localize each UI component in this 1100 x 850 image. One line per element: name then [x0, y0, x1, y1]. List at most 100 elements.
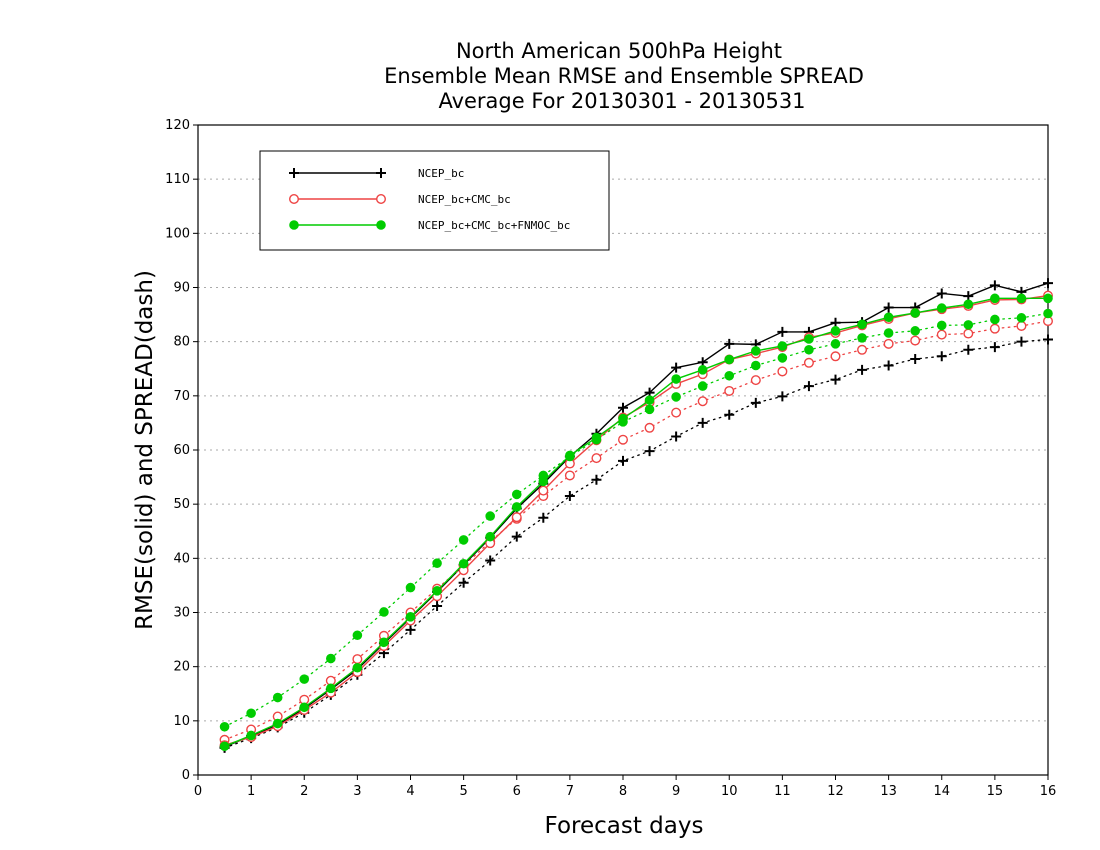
- spread-point: [989, 323, 1000, 334]
- spread-point: [697, 381, 708, 391]
- spread-point: [1043, 308, 1053, 319]
- spread-point: [857, 344, 868, 355]
- legend: NCEP_bc NCEP_bc+CMC_bc NCEP_bc+CMC_bc+FNMO…: [259, 150, 610, 251]
- x-axis-title: Forecast days: [545, 813, 704, 839]
- spread-point: [830, 339, 841, 349]
- spread-point: [910, 354, 921, 364]
- rmse-point: [644, 395, 655, 405]
- spread-point: [777, 391, 788, 402]
- spread-point: [803, 357, 814, 368]
- spread-point: [936, 329, 947, 340]
- spread-point: [405, 624, 416, 635]
- spread-line: [223, 320, 1049, 741]
- y-tick-label: 120: [165, 118, 190, 133]
- legend-marker: [289, 220, 299, 230]
- rmse-line: [224, 294, 1049, 746]
- spread-point: [352, 654, 363, 665]
- legend-marker: [376, 168, 386, 178]
- spread-point: [1016, 320, 1027, 331]
- rmse-point: [352, 662, 363, 673]
- rmse-point: [883, 312, 894, 323]
- rmse-point: [936, 303, 947, 313]
- rmse-point: [511, 502, 522, 512]
- spread-point: [963, 344, 974, 355]
- legend-items: NCEP_bc NCEP_bc+CMC_bc NCEP_bc+CMC_bc+FNMO…: [289, 167, 570, 232]
- rmse-point: [565, 450, 575, 461]
- rmse-point: [671, 362, 682, 373]
- spread-point: [963, 328, 974, 339]
- gridlines: [198, 178, 1048, 722]
- rmse-point: [751, 346, 761, 356]
- x-tick-label: 2: [300, 784, 308, 799]
- rmse-point: [777, 341, 788, 351]
- x-tick-label: 13: [880, 784, 897, 799]
- spread-point: [777, 353, 788, 363]
- y-tick-label: 40: [173, 551, 190, 566]
- rmse-point: [804, 334, 814, 344]
- rmse-point: [697, 365, 708, 375]
- series-lines: [219, 278, 1053, 753]
- x-tick-label: 4: [406, 784, 414, 799]
- rmse-point: [1016, 293, 1027, 304]
- legend-item-ncep-bc: NCEP_bc: [289, 167, 464, 180]
- y-tick-label: 20: [173, 660, 190, 675]
- y-tick-label: 80: [173, 335, 190, 350]
- spread-point: [246, 708, 256, 719]
- rmse-point: [511, 512, 522, 523]
- x-tick-label: 0: [194, 784, 202, 799]
- spread-line: [223, 312, 1049, 728]
- rmse-point: [219, 741, 230, 752]
- spread-point: [618, 434, 629, 445]
- spread-point: [724, 409, 735, 420]
- x-tick-label: 1: [247, 784, 255, 799]
- x-tick-label: 8: [619, 784, 627, 799]
- spread-point: [883, 338, 894, 349]
- y-tick-label: 60: [173, 443, 190, 458]
- rmse-point: [1043, 278, 1053, 289]
- spread-point: [671, 392, 681, 402]
- y-tick-label: 10: [173, 714, 190, 729]
- x-tick-label: 16: [1040, 784, 1057, 799]
- spread-point: [910, 326, 920, 336]
- spread-point: [724, 385, 735, 396]
- chart-title: North American 500hPa Height Ensemble Me…: [384, 39, 864, 113]
- spread-point: [485, 555, 496, 566]
- spread-point: [777, 366, 788, 377]
- spread-point: [936, 351, 947, 362]
- y-tick-label: 90: [173, 281, 190, 296]
- spread-point: [352, 630, 363, 641]
- title-line-1: North American 500hPa Height: [456, 39, 782, 63]
- rmse-point: [963, 299, 974, 310]
- rmse-point: [724, 338, 735, 349]
- spread-point: [750, 375, 761, 386]
- legend-marker: [376, 193, 387, 204]
- legend-label: NCEP_bc: [418, 167, 464, 180]
- spread-point: [591, 453, 602, 464]
- y-tick-label: 70: [173, 389, 190, 404]
- spread-point: [724, 370, 735, 381]
- rmse-point: [990, 293, 1000, 304]
- rmse-point: [830, 326, 841, 336]
- rmse-point: [246, 730, 256, 741]
- spread-point: [910, 335, 921, 346]
- x-tick-label: 12: [827, 784, 844, 799]
- spread-point: [751, 360, 761, 371]
- spread-point: [432, 601, 443, 611]
- spread-point: [538, 512, 549, 523]
- x-tick-label: 6: [513, 784, 521, 799]
- legend-item-ncep-bc-cmc-bc-fnmoc-bc: NCEP_bc+CMC_bc+FNMOC_bc: [289, 219, 570, 232]
- legend-label: NCEP_bc+CMC_bc+FNMOC_bc: [418, 219, 570, 232]
- spread-point: [511, 531, 522, 542]
- spread-point: [458, 535, 469, 545]
- spread-point: [671, 431, 682, 442]
- x-tick-label: 14: [933, 784, 950, 799]
- rmse-point: [538, 485, 549, 496]
- legend-label: NCEP_bc+CMC_bc: [418, 193, 511, 206]
- rmse-point: [671, 374, 681, 384]
- spread-point: [1016, 336, 1027, 347]
- spread-point: [591, 474, 602, 485]
- series-ncep-bc-cmc-bc-fnmoc-bc-spread: [219, 308, 1053, 732]
- spread-point: [750, 397, 761, 408]
